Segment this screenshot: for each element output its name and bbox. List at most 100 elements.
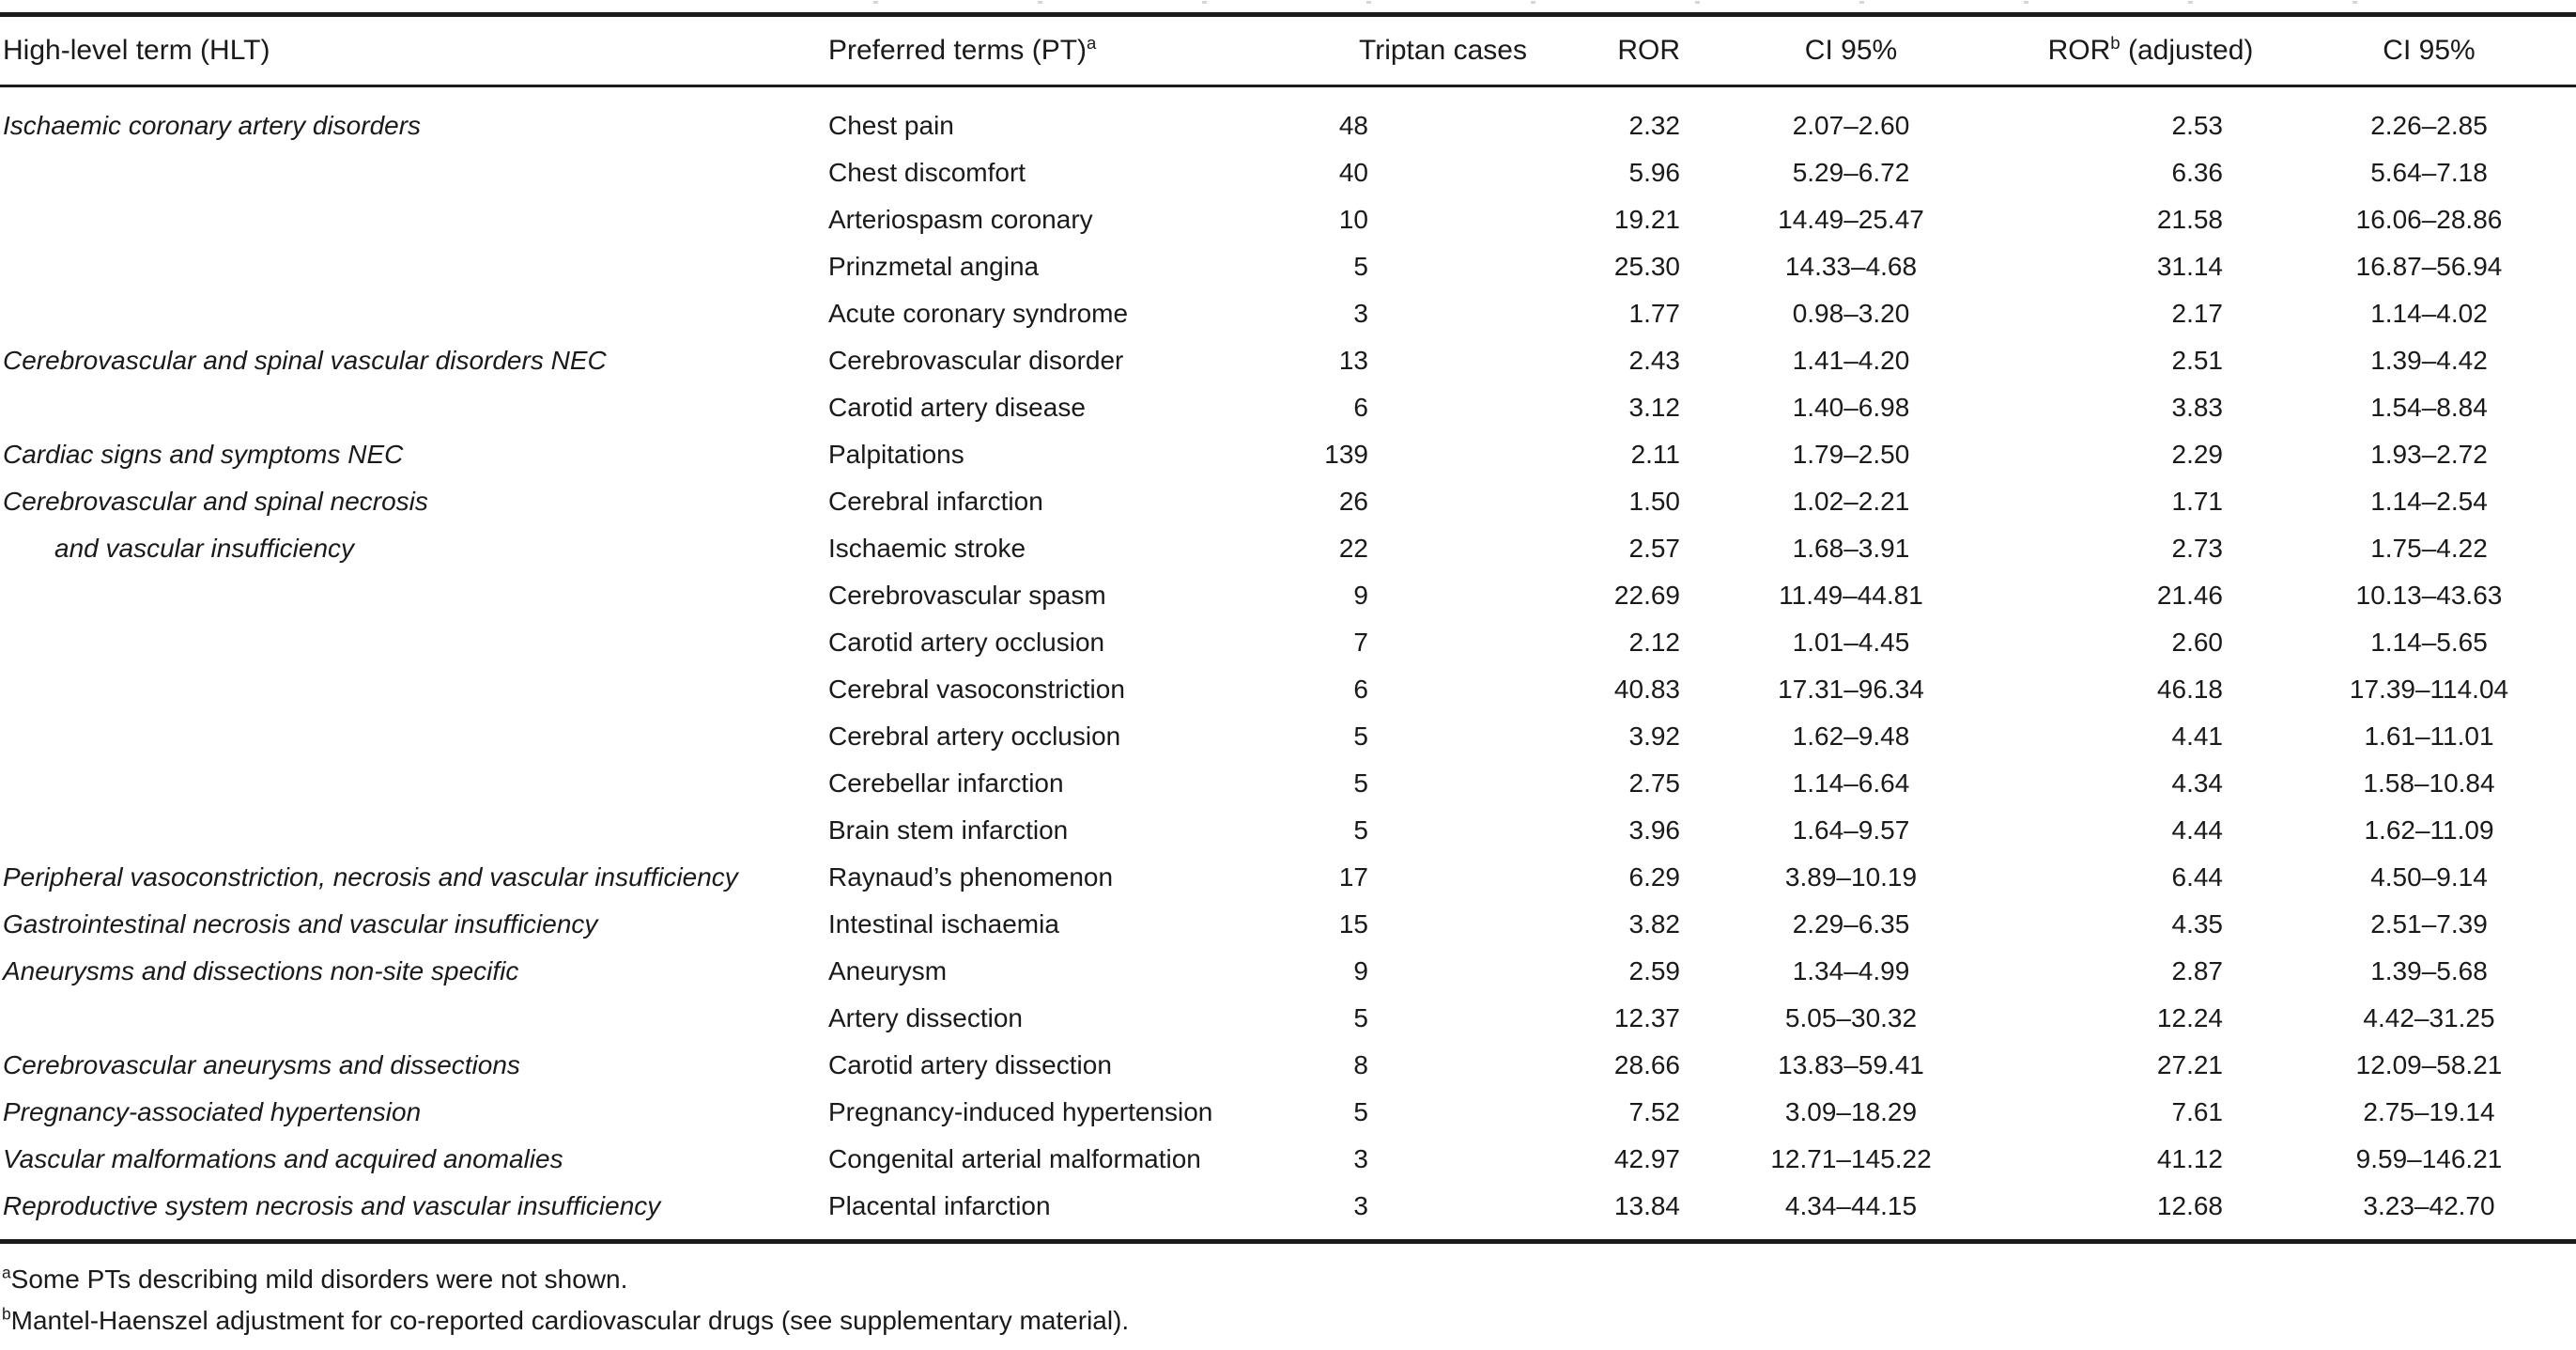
ci95-adjusted-cell: 1.75–4.22: [2370, 534, 2488, 563]
ci95-cell: 1.14–6.64: [1792, 768, 1910, 798]
ci95-adjusted-cell: 1.39–4.42: [2370, 346, 2488, 375]
hlt-cell: Aneurysms and dissections non-site speci…: [3, 956, 519, 985]
ror-adjusted-cell: 12.24: [2156, 1003, 2223, 1032]
ror-adjusted-cell: 31.14: [2156, 252, 2223, 281]
hlt-cell: Vascular malformations and acquired anom…: [3, 1144, 563, 1173]
triptan-cases-value: 7: [1353, 628, 1368, 657]
ror-adjusted-cell: 4.35: [2171, 909, 2224, 939]
triptan-cases-cell: 5: [1315, 807, 1540, 854]
table-row: Peripheral vasoconstriction, necrosis an…: [0, 854, 2576, 901]
preferred-term-cell: Aneurysm: [828, 956, 948, 985]
header-ci95-adjusted: CI 95%: [2282, 14, 2576, 87]
ror-adjusted-cell: 4.34: [2171, 768, 2224, 798]
table-row: Cerebrovascular spasm 9 22.69 11.49–44.8…: [0, 572, 2576, 619]
triptan-cases-value: 6: [1353, 393, 1368, 422]
header-ci95-adjusted-label: CI 95%: [2383, 35, 2476, 66]
triptan-cases-value: 9: [1353, 581, 1368, 610]
hlt-cell: Pregnancy-associated hypertension: [3, 1097, 422, 1126]
header-ror-adjusted: RORb (adjusted): [2019, 14, 2282, 87]
ci95-adjusted-cell: 17.39–114.04: [2349, 675, 2509, 704]
ci95-cell: 4.34–44.15: [1784, 1191, 1918, 1220]
hlt-cell: Ischaemic coronary artery disorders: [3, 111, 422, 140]
ror-cell: 13.84: [1613, 1191, 1680, 1220]
header-ci95-label: CI 95%: [1804, 35, 1898, 66]
triptan-cases-cell: 9: [1315, 948, 1540, 995]
hlt-cell: [0, 196, 817, 243]
triptan-cases-value: 13: [1338, 346, 1368, 375]
hlt-cell: Cerebrovascular and spinal vascular diso…: [3, 346, 607, 375]
header-triptan-cases: Triptan cases: [1315, 14, 1540, 87]
table-row: Acute coronary syndrome 3 1.77 0.98–3.20…: [0, 290, 2576, 337]
hlt-cell: [0, 619, 817, 666]
header-pt-footnote-marker: a: [1087, 33, 1097, 53]
table-row: Pregnancy-associated hypertension Pregna…: [0, 1089, 2576, 1136]
ci95-cell: 1.64–9.57: [1792, 815, 1910, 845]
ci95-adjusted-cell: 2.75–19.14: [2363, 1097, 2495, 1126]
triptan-cases-cell: 8: [1315, 1042, 1540, 1089]
triptan-cases-cell: 6: [1315, 384, 1540, 431]
hlt-cell: [0, 995, 817, 1042]
clipped-caption-remnant: [714, 1, 2498, 4]
ror-cell: 3.82: [1628, 909, 1681, 939]
table-row: Cerebellar infarction 5 2.75 1.14–6.64 4…: [0, 760, 2576, 807]
hlt-cell: [0, 572, 817, 619]
header-ci95: CI 95%: [1683, 14, 2019, 87]
triptan-cases-cell: 5: [1315, 243, 1540, 290]
ror-adjusted-cell: 3.83: [2171, 393, 2224, 422]
hlt-cell: Peripheral vasoconstriction, necrosis an…: [3, 862, 738, 892]
ci95-cell: 3.09–18.29: [1784, 1097, 1918, 1126]
ci95-cell: 5.29–6.72: [1792, 158, 1910, 187]
ror-cell: 3.92: [1628, 722, 1681, 751]
preferred-term-cell: Acute coronary syndrome: [828, 299, 1129, 328]
hlt-cell: [0, 149, 817, 196]
preferred-term-cell: Placental infarction: [828, 1191, 1051, 1220]
ror-adjusted-cell: 2.53: [2171, 111, 2224, 140]
triptan-cases-cell: 10: [1315, 196, 1540, 243]
ror-adjusted-cell: 6.36: [2171, 158, 2224, 187]
ci95-cell: 14.33–4.68: [1784, 252, 1918, 281]
ror-cell: 1.77: [1628, 299, 1681, 328]
table-row: Reproductive system necrosis and vascula…: [0, 1183, 2576, 1242]
footnote-b-text: Mantel-Haenszel adjustment for co-report…: [10, 1306, 1130, 1335]
ci95-adjusted-cell: 4.42–31.25: [2363, 1003, 2495, 1032]
hlt-cell: [0, 807, 817, 854]
preferred-term-cell: Arteriospasm coronary: [828, 205, 1093, 234]
ror-cell: 2.32: [1628, 111, 1681, 140]
triptan-cases-cell: 13: [1315, 337, 1540, 384]
triptan-cases-value: 5: [1353, 768, 1368, 798]
preferred-term-cell: Cerebral vasoconstriction: [828, 675, 1125, 704]
triptan-disproportionality-table: High-level term (HLT) Preferred terms (P…: [0, 12, 2576, 1244]
table-row: and vascular insufficiency Ischaemic str…: [0, 525, 2576, 572]
hlt-cell: Cerebrovascular and spinal necrosis: [3, 487, 428, 516]
header-hlt: High-level term (HLT): [0, 14, 817, 87]
ci95-adjusted-cell: 12.09–58.21: [2355, 1050, 2503, 1079]
ror-cell: 3.96: [1628, 815, 1681, 845]
preferred-term-cell: Pregnancy-induced hypertension: [828, 1097, 1213, 1126]
triptan-cases-cell: 48: [1315, 86, 1540, 150]
hlt-cell: [0, 243, 817, 290]
table-row: Cerebrovascular and spinal vascular diso…: [0, 337, 2576, 384]
table-row: Carotid artery disease 6 3.12 1.40–6.98 …: [0, 384, 2576, 431]
ci95-adjusted-cell: 4.50–9.14: [2370, 862, 2488, 892]
ci95-adjusted-cell: 1.14–4.02: [2370, 299, 2488, 328]
ci95-cell: 2.07–2.60: [1792, 111, 1910, 140]
triptan-cases-cell: 3: [1315, 1136, 1540, 1183]
triptan-cases-cell: 139: [1315, 431, 1540, 478]
triptan-cases-cell: 6: [1315, 666, 1540, 713]
preferred-term-cell: Cerebral infarction: [828, 487, 1043, 516]
table-row: Carotid artery occlusion 7 2.12 1.01–4.4…: [0, 619, 2576, 666]
triptan-cases-value: 48: [1338, 111, 1368, 140]
triptan-cases-value: 5: [1353, 1097, 1368, 1126]
preferred-term-cell: Congenital arterial malformation: [828, 1144, 1201, 1173]
table-row: Prinzmetal angina 5 25.30 14.33–4.68 31.…: [0, 243, 2576, 290]
ci95-cell: 11.49–44.81: [1779, 581, 1923, 610]
ror-adjusted-cell: 2.87: [2171, 956, 2224, 985]
preferred-term-cell: Carotid artery disease: [828, 393, 1086, 422]
ror-adjusted-cell: 2.17: [2171, 299, 2224, 328]
ci95-cell: 1.40–6.98: [1792, 393, 1910, 422]
ror-cell: 28.66: [1613, 1050, 1680, 1079]
ci95-cell: 1.62–9.48: [1792, 722, 1910, 751]
triptan-cases-value: 5: [1353, 252, 1368, 281]
table-row: Brain stem infarction 5 3.96 1.64–9.57 4…: [0, 807, 2576, 854]
triptan-cases-cell: 3: [1315, 290, 1540, 337]
